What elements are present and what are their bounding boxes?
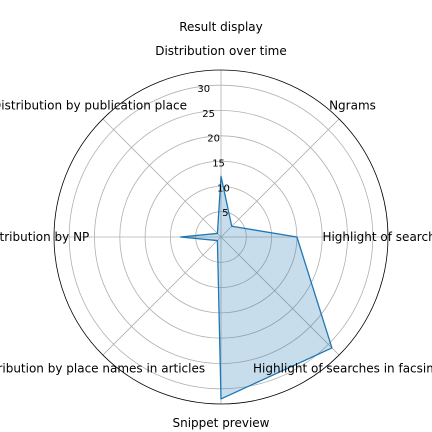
category-label: Ngrams — [329, 99, 376, 113]
radial-grid — [53, 69, 389, 405]
grid-spoke — [220, 118, 340, 238]
radial-tick-label: 30 — [197, 84, 210, 95]
series-layer — [179, 175, 333, 400]
radial-tick-label: 25 — [202, 109, 215, 120]
category-label: Distribution by NP — [0, 230, 89, 244]
category-label: Distribution by publication place — [0, 99, 187, 113]
series-line — [179, 175, 333, 400]
radial-tick-label: 5 — [222, 208, 228, 219]
category-label: Distribution by place names in articles — [0, 362, 205, 376]
radial-tick-label: 10 — [217, 183, 230, 194]
series-area — [180, 176, 332, 399]
radial-tick-labels: 5 10 15 20 25 30 — [197, 84, 229, 219]
radial-tick-label: 20 — [207, 134, 220, 145]
category-labels: Distribution over time Ngrams Highlight of… — [0, 44, 432, 430]
grid-spoke — [220, 236, 340, 356]
category-label: Distribution over time — [155, 44, 287, 58]
category-label: Snippet preview — [173, 416, 270, 430]
chart-title: Result display — [179, 20, 263, 34]
grid-spoke — [102, 236, 222, 356]
category-label: Highlight of searches in text — [322, 230, 432, 244]
grid-spoke — [102, 118, 222, 238]
radial-tick-label: 15 — [212, 159, 225, 170]
polar-frame — [53, 69, 389, 405]
category-label: Highlight of searches in facsimile — [253, 362, 432, 376]
